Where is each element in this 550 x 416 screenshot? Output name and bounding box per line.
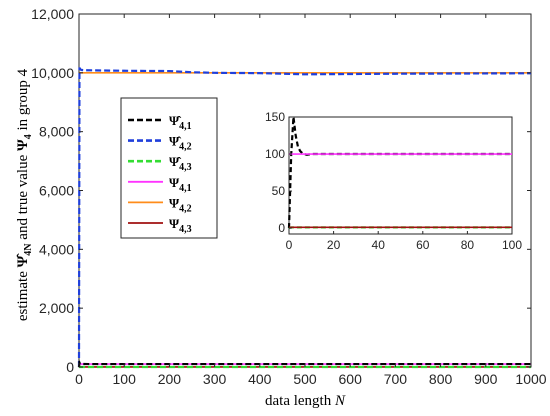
inset-x-tick-label: 100 <box>502 238 522 252</box>
inset-x-tick-labels: 0 20 40 60 80 100 <box>286 231 522 252</box>
inset-x-tick-label: 40 <box>372 238 386 252</box>
inset-axes-frame <box>288 116 513 235</box>
x-tick-label: 900 <box>474 371 498 387</box>
x-tick-label: 700 <box>384 371 408 387</box>
y-tick-label: 8,000 <box>39 124 74 140</box>
x-tick-label: 0 <box>75 371 83 387</box>
y-tick-label: 2,000 <box>39 300 74 316</box>
legend-label-6: Ψ4,3 <box>169 216 192 235</box>
x-tick-label: 500 <box>293 371 317 387</box>
inset-x-tick-label: 80 <box>461 238 475 252</box>
legend-label-1: Ψ̂4,1 <box>169 113 192 132</box>
inset-y-tick-label: 100 <box>265 147 285 161</box>
series-line-2 <box>77 67 532 368</box>
x-tick-label: 800 <box>429 371 453 387</box>
legend-label-3: Ψ̂4,3 <box>169 154 192 173</box>
legend-items: Ψ̂4,1 Ψ̂4,2Ψ̂4,3 Ψ4,1Ψ4,2 Ψ4,3 <box>128 113 192 235</box>
y-tick-labels: 0 2,000 4,000 6,000 8,000 10,000 12,000 <box>31 6 531 375</box>
x-tick-label: 600 <box>339 371 363 387</box>
x-tick-label: 100 <box>113 371 137 387</box>
x-tick-label: 400 <box>248 371 272 387</box>
inset-series-line-1 <box>287 116 512 229</box>
legend-label-4: Ψ4,1 <box>169 175 192 194</box>
y-tick-label: 6,000 <box>39 183 74 199</box>
x-tick-label: 1000 <box>515 371 546 387</box>
inset-x-tick-label: 0 <box>286 238 293 252</box>
inset-y-tick-label: 150 <box>265 110 285 124</box>
y-tick-label: 12,000 <box>31 6 74 22</box>
x-tick-label: 200 <box>158 371 182 387</box>
inset-plot: 0 20 40 60 80 100 0 50 100 150 <box>265 110 522 252</box>
inset-y-tick-label: 0 <box>278 221 285 235</box>
legend-box <box>120 97 218 239</box>
y-tick-label: 0 <box>66 359 74 375</box>
inset-y-tick-labels: 0 50 100 150 <box>265 110 292 235</box>
x-tick-label: 300 <box>203 371 227 387</box>
x-axis-label: data length N <box>265 393 346 409</box>
inset-x-tick-label: 20 <box>327 238 341 252</box>
y-tick-label: 10,000 <box>31 65 74 81</box>
y-axis-label: estimate Ψ̂4N and true value Ψ4 in group… <box>15 68 34 321</box>
y-tick-label: 4,000 <box>39 241 74 257</box>
legend: Ψ̂4,1 Ψ̂4,2Ψ̂4,3 Ψ4,1Ψ4,2 Ψ4,3 <box>120 97 218 239</box>
legend-label-5: Ψ4,2 <box>169 195 192 214</box>
legend-label-2: Ψ̂4,2 <box>169 134 192 153</box>
x-tick-labels: 0 100 200 300 400 500 600 700 800 900 1000 <box>75 14 547 387</box>
inset-y-tick-label: 50 <box>272 184 286 198</box>
inset-x-tick-label: 60 <box>416 238 430 252</box>
